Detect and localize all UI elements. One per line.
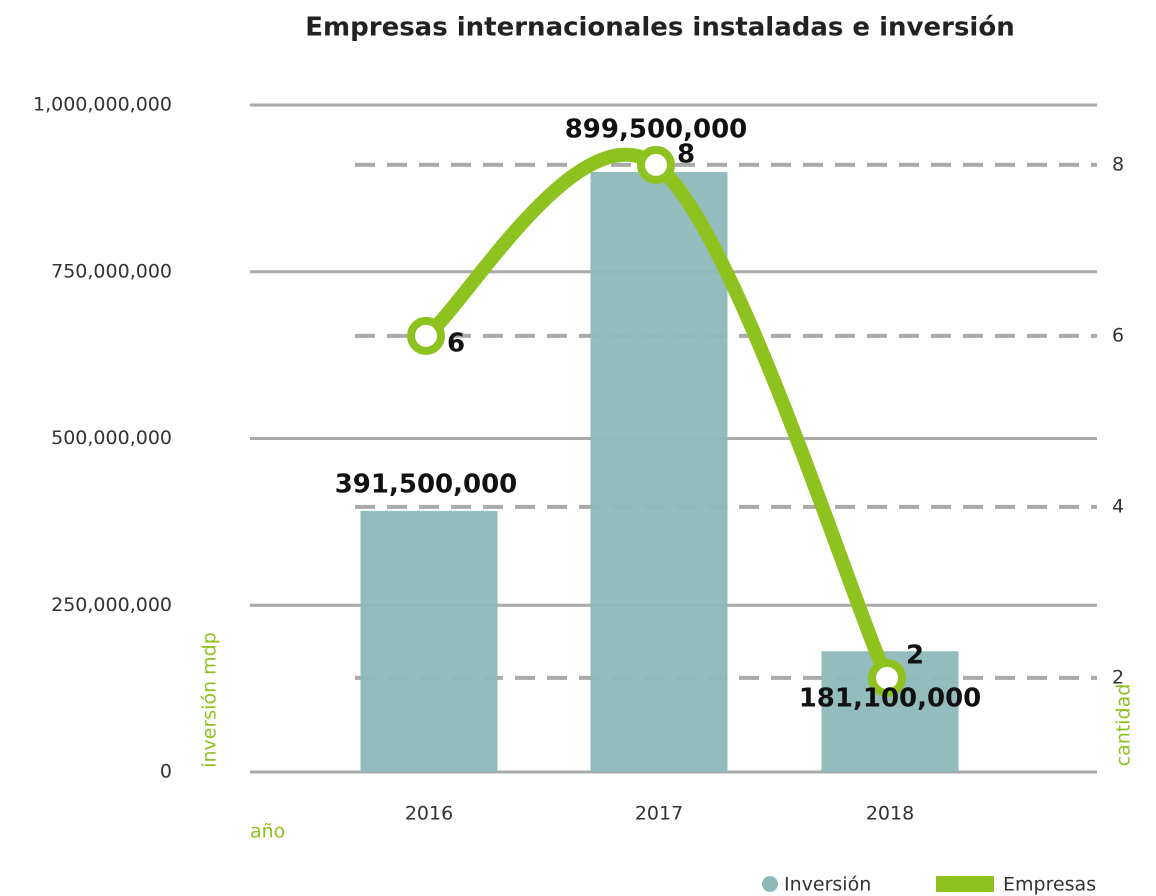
line-point — [868, 658, 906, 697]
bar-value-label: 899,500,000 — [565, 115, 748, 145]
y2-tick-label: 8 — [1112, 153, 1124, 175]
bars — [360, 172, 959, 772]
bar — [360, 510, 498, 772]
y-tick-label: 0 — [160, 761, 172, 783]
y-tick-label: 1,000,000,000 — [33, 94, 172, 116]
bar-value-label: 391,500,000 — [335, 469, 518, 499]
line-value-label: 8 — [677, 139, 695, 169]
line-point — [637, 145, 675, 184]
bar — [590, 172, 728, 772]
bar-value-label: 181,100,000 — [799, 684, 982, 714]
y-tick-label: 500,000,000 — [51, 427, 172, 449]
y-tick-label: 750,000,000 — [51, 260, 172, 282]
x-tick-label: 2018 — [866, 803, 914, 825]
line — [421, 148, 894, 681]
legend-swatch — [762, 876, 778, 892]
y2-tick-label: 2 — [1112, 666, 1124, 688]
legend-label: Inversión — [784, 874, 871, 896]
legend-swatch — [936, 876, 994, 892]
x-axis-label: año — [250, 821, 285, 843]
line-value-label: 6 — [447, 328, 465, 358]
x-tick-label: 2016 — [405, 803, 453, 825]
chart-title: Empresas internacionales instaladas e in… — [305, 13, 1014, 43]
y2-tick-label: 6 — [1112, 324, 1124, 346]
line-point — [407, 316, 445, 355]
legend-label: Empresas — [1003, 874, 1096, 896]
y2-tick-label: 4 — [1112, 495, 1124, 517]
y2-axis-label: cantidad — [1113, 684, 1135, 767]
line-value-label: 2 — [906, 640, 924, 670]
y-axis-label: inversión mdp — [199, 632, 221, 768]
x-tick-label: 2017 — [635, 803, 683, 825]
y-tick-label: 250,000,000 — [51, 594, 172, 616]
